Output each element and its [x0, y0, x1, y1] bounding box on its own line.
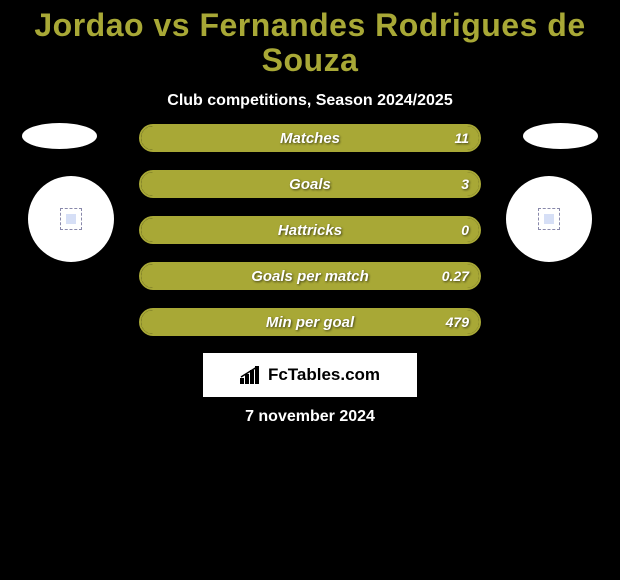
stat-value: 3: [461, 176, 469, 192]
stat-value: 479: [446, 314, 469, 330]
player1-avatar: [28, 176, 114, 262]
avatar-placeholder-icon: [60, 208, 82, 230]
bar-chart-icon: [240, 366, 262, 384]
brand-text: FcTables.com: [268, 365, 380, 385]
brand-box[interactable]: FcTables.com: [203, 353, 417, 397]
date-text: 7 november 2024: [0, 408, 620, 426]
player1-flag: [22, 123, 97, 149]
stat-row-goals-per-match: Goals per match 0.27: [139, 262, 481, 290]
player2-avatar: [506, 176, 592, 262]
avatar-placeholder-icon: [538, 208, 560, 230]
stat-label: Hattricks: [278, 222, 342, 239]
subtitle: Club competitions, Season 2024/2025: [0, 92, 620, 110]
stat-row-matches: Matches 11: [139, 124, 481, 152]
stat-value: 0.27: [442, 268, 469, 284]
stat-label: Goals: [289, 176, 331, 193]
stat-label: Goals per match: [251, 268, 369, 285]
page-title: Jordao vs Fernandes Rodrigues de Souza: [0, 0, 620, 78]
stats-list: Matches 11 Goals 3 Hattricks 0 Goals per…: [139, 124, 481, 336]
stat-row-min-per-goal: Min per goal 479: [139, 308, 481, 336]
stat-row-hattricks: Hattricks 0: [139, 216, 481, 244]
stat-label: Min per goal: [266, 314, 354, 331]
stat-row-goals: Goals 3: [139, 170, 481, 198]
stat-value: 0: [461, 222, 469, 238]
stat-value: 11: [454, 130, 469, 146]
stat-label: Matches: [280, 130, 340, 147]
player2-flag: [523, 123, 598, 149]
